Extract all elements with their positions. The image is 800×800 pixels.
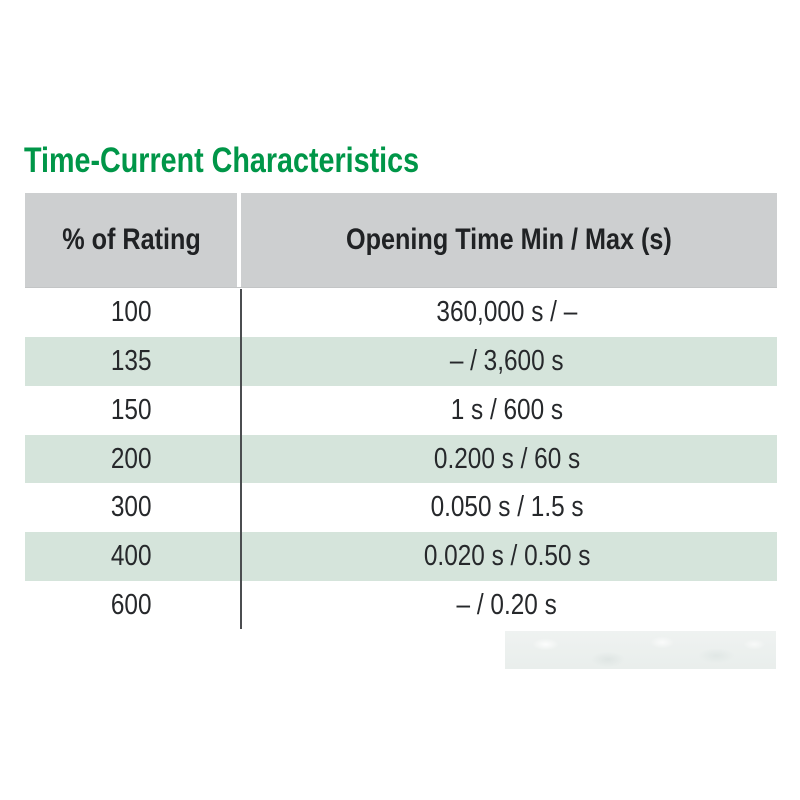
rating-cell: 300 bbox=[25, 483, 237, 532]
rating-value: 135 bbox=[110, 344, 152, 377]
table-row: 200 0.200 s / 60 s bbox=[25, 434, 777, 484]
time-value: 1 s / 600 s bbox=[450, 393, 564, 426]
header-cell-opening-time: Opening Time Min / Max (s) bbox=[241, 193, 777, 287]
column-divider-line bbox=[240, 289, 242, 629]
rating-cell: 400 bbox=[25, 532, 237, 581]
rating-cell: 150 bbox=[25, 386, 237, 435]
header-cell-opening-time-label: Opening Time Min / Max (s) bbox=[346, 223, 672, 256]
table-row: 150 1 s / 600 s bbox=[25, 385, 777, 435]
page-title: Time-Current Characteristics bbox=[24, 141, 420, 180]
table-row: 135 – / 3,600 s bbox=[25, 336, 777, 386]
rating-value: 300 bbox=[110, 491, 152, 524]
time-value: 0.200 s / 60 s bbox=[433, 442, 581, 475]
header-column-gap bbox=[237, 193, 241, 287]
time-cell: – / 0.20 s bbox=[237, 581, 777, 630]
table-row: 600 – / 0.20 s bbox=[25, 581, 777, 631]
time-value: 0.020 s / 0.50 s bbox=[423, 540, 591, 573]
time-value: 0.050 s / 1.5 s bbox=[430, 491, 584, 524]
rating-value: 100 bbox=[110, 295, 152, 328]
rating-cell: 600 bbox=[25, 581, 237, 630]
header-cell-rating: % of Rating bbox=[25, 193, 237, 287]
rating-value: 150 bbox=[110, 393, 152, 426]
rating-value: 400 bbox=[110, 540, 152, 573]
table-row: 100 360,000 s / – bbox=[25, 288, 777, 337]
table-header-row: % of Rating Opening Time Min / Max (s) bbox=[25, 193, 777, 288]
rating-cell: 200 bbox=[25, 435, 237, 484]
time-current-table: % of Rating Opening Time Min / Max (s) 1… bbox=[25, 193, 777, 631]
time-cell: 360,000 s / – bbox=[237, 288, 777, 337]
time-cell: – / 3,600 s bbox=[237, 337, 777, 386]
time-value: – / 3,600 s bbox=[450, 344, 564, 377]
time-value: – / 0.20 s bbox=[456, 589, 558, 622]
time-cell: 1 s / 600 s bbox=[237, 386, 777, 435]
blurred-watermark-smudge bbox=[505, 631, 776, 669]
table-row: 300 0.050 s / 1.5 s bbox=[25, 483, 777, 533]
table-body: 100 360,000 s / – 135 – / 3,600 s 150 1 … bbox=[25, 288, 777, 631]
table-row: 400 0.020 s / 0.50 s bbox=[25, 532, 777, 582]
time-cell: 0.020 s / 0.50 s bbox=[237, 532, 777, 581]
rating-value: 600 bbox=[110, 589, 152, 622]
time-cell: 0.050 s / 1.5 s bbox=[237, 483, 777, 532]
header-cell-rating-label: % of Rating bbox=[61, 223, 201, 256]
time-cell: 0.200 s / 60 s bbox=[237, 435, 777, 484]
rating-value: 200 bbox=[110, 442, 152, 475]
rating-cell: 100 bbox=[25, 288, 237, 337]
rating-cell: 135 bbox=[25, 337, 237, 386]
time-value: 360,000 s / – bbox=[436, 295, 578, 328]
